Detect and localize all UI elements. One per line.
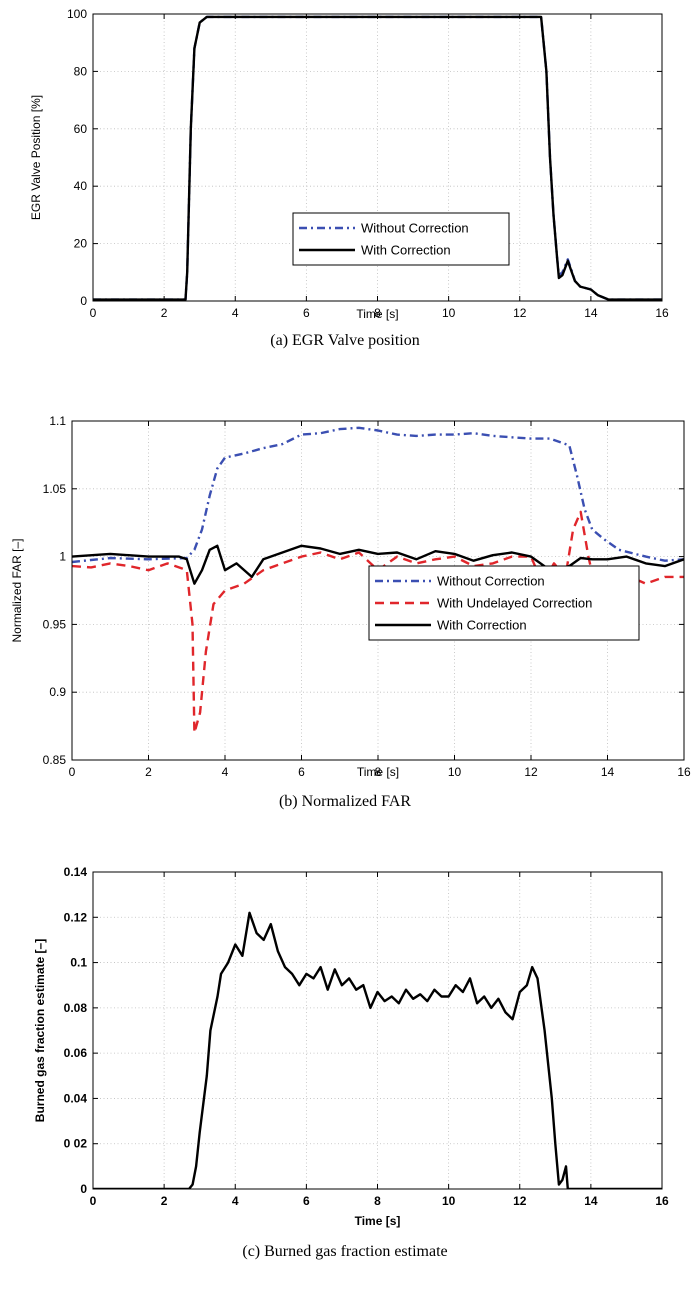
legend-label-1: With Undelayed Correction <box>437 596 592 611</box>
x-tick-label: 4 <box>232 1194 239 1208</box>
x-tick-label: 6 <box>298 765 305 779</box>
x-tick-label: 2 <box>161 1194 168 1208</box>
y-tick-label: 0 <box>80 1182 87 1196</box>
y-axis-label: EGR Valve Position [%] <box>29 95 43 220</box>
x-tick-label: 2 <box>145 765 152 779</box>
y-tick-label: 20 <box>74 237 88 251</box>
y-axis-label: Burned gas fraction estimate [–] <box>33 939 47 1122</box>
y-tick-label: 0.14 <box>64 865 88 879</box>
x-tick-label: 10 <box>448 765 462 779</box>
y-tick-label: 0 <box>80 294 87 308</box>
y-tick-label: 0.06 <box>64 1046 88 1060</box>
x-tick-label: 0 <box>90 306 97 320</box>
legend-label-1: With Correction <box>361 243 451 258</box>
figure-caption: (a) EGR Valve position <box>270 332 419 349</box>
plot-frame <box>92 871 663 1190</box>
chart-0: 0 2 4 6 8 10 12 14 16 0 20 40 60 80 100 Time [s] EGR Val… <box>29 7 669 349</box>
figure-caption: (b) Normalized FAR <box>279 793 411 810</box>
x-tick-label: 4 <box>232 306 239 320</box>
y-tick-label: 0 02 <box>64 1137 88 1151</box>
y-tick-label: 0.9 <box>49 685 66 699</box>
x-tick-label: 4 <box>222 765 229 779</box>
figure-caption: (c) Burned gas fraction estimate <box>242 1243 447 1260</box>
chart-2: 0 2 4 6 8 10 12 14 16 0 0 02 0.04 0.06 0.08 0.1 0.12 0.1… <box>33 865 669 1260</box>
x-tick-label: 12 <box>524 765 538 779</box>
x-tick-label: 8 <box>374 1194 381 1208</box>
series-line-1 <box>93 15 662 301</box>
y-tick-label: 80 <box>74 64 88 78</box>
y-tick-label: 60 <box>74 122 88 136</box>
x-axis-label: Time [s] <box>356 307 398 321</box>
x-tick-label: 12 <box>513 306 527 320</box>
legend-label-2: With Correction <box>437 618 527 633</box>
y-tick-label: 0.1 <box>70 956 87 970</box>
y-tick-label: 1.05 <box>43 482 67 496</box>
x-tick-label: 12 <box>513 1194 527 1208</box>
x-tick-label: 16 <box>677 765 691 779</box>
x-axis-label: Time [s] <box>357 765 399 779</box>
x-tick-label: 14 <box>584 306 598 320</box>
y-tick-label: 0.08 <box>64 1001 88 1015</box>
x-tick-label: 6 <box>303 306 310 320</box>
legend-label-0: Without Correction <box>437 574 545 589</box>
y-tick-label: 1 <box>59 550 66 564</box>
y-tick-label: 0.12 <box>64 910 88 924</box>
y-tick-label: 0.04 <box>64 1091 88 1105</box>
x-tick-label: 8 <box>374 306 381 320</box>
y-tick-label: 40 <box>74 179 88 193</box>
x-tick-label: 8 <box>375 765 382 779</box>
x-axis-label: Time [s] <box>355 1214 401 1228</box>
x-tick-label: 16 <box>655 1194 669 1208</box>
chart-1: 0 2 4 6 8 10 12 14 16 0.85 0.9 0.95 1 1.05 1.1 Time [s]… <box>10 414 691 810</box>
x-tick-label: 0 <box>69 765 76 779</box>
legend: Without Correction With Correction <box>292 212 510 266</box>
x-tick-label: 10 <box>442 1194 456 1208</box>
series-line-2 <box>72 544 684 585</box>
plot-frame <box>71 420 685 761</box>
y-tick-label: 0.95 <box>43 617 67 631</box>
x-tick-label: 14 <box>584 1194 598 1208</box>
x-tick-label: 14 <box>601 765 615 779</box>
x-tick-label: 0 <box>90 1194 97 1208</box>
legend: Without Correction With Undelayed Correct… <box>368 565 640 641</box>
x-tick-label: 10 <box>442 306 456 320</box>
y-tick-label: 100 <box>67 7 87 21</box>
x-tick-label: 2 <box>161 306 168 320</box>
series-line-0 <box>72 426 684 564</box>
y-axis-label: Normalized FAR [–] <box>10 538 24 642</box>
legend-box <box>292 212 510 266</box>
legend-label-0: Without Correction <box>361 221 469 236</box>
y-tick-label: 0.85 <box>43 753 67 767</box>
x-tick-label: 16 <box>655 306 669 320</box>
x-tick-label: 6 <box>303 1194 310 1208</box>
series-line-0 <box>93 911 662 1189</box>
y-tick-label: 1.1 <box>49 414 66 428</box>
plot-frame <box>92 13 663 302</box>
